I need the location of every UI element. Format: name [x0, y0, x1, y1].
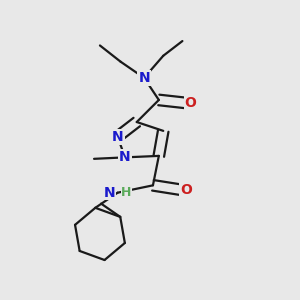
Text: N: N — [103, 186, 115, 200]
Text: N: N — [112, 130, 123, 144]
Text: N: N — [119, 150, 131, 164]
Text: O: O — [180, 183, 192, 197]
Text: O: O — [185, 96, 197, 110]
Text: N: N — [138, 71, 150, 85]
Text: H: H — [121, 186, 131, 199]
